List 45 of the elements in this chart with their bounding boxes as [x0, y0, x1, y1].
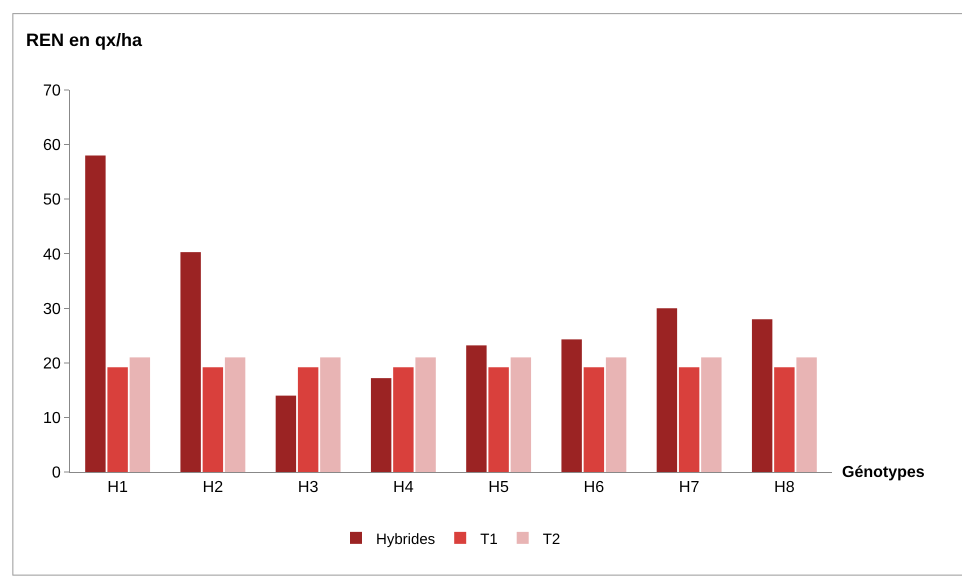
bar [202, 367, 224, 472]
y-tick-label: 30 [43, 300, 61, 318]
legend-label: T2 [542, 530, 560, 548]
bar [796, 357, 817, 472]
bar [224, 357, 246, 472]
bar [678, 367, 700, 472]
x-tick-label: H3 [298, 479, 318, 496]
bar [370, 378, 392, 472]
y-tick-label: 20 [43, 355, 61, 372]
bar [606, 357, 626, 472]
x-tick-label: H6 [584, 479, 604, 496]
bar [393, 367, 414, 472]
bar [85, 155, 106, 472]
x-tick-label: H7 [678, 479, 700, 496]
y-axis-title: REN en qx/ha [26, 30, 144, 50]
bar [320, 357, 341, 472]
bar [752, 319, 772, 472]
bar [584, 367, 604, 472]
y-tick-label: 10 [43, 410, 61, 428]
bar [107, 367, 128, 472]
x-tick-label: H1 [107, 479, 128, 496]
bar [180, 252, 201, 472]
bar [701, 357, 722, 472]
x-tick-label: H4 [393, 479, 414, 496]
bar [276, 396, 296, 472]
y-tick-label: 40 [43, 246, 61, 264]
bar [561, 339, 582, 472]
x-tick-label: H5 [488, 479, 509, 496]
y-tick-label: 0 [52, 464, 61, 482]
x-tick-label: H8 [774, 479, 795, 496]
bar [415, 357, 436, 472]
y-tick-label: 60 [43, 137, 61, 154]
y-tick-label: 50 [43, 192, 61, 209]
legend-label: Hybrides [376, 530, 436, 548]
y-tick-label: 70 [43, 82, 61, 100]
bar [488, 367, 509, 472]
x-tick-label: H2 [202, 479, 224, 496]
bar [130, 357, 150, 472]
bar [298, 367, 318, 472]
bar [510, 357, 532, 472]
x-axis-title: Génotypes [842, 464, 925, 481]
legend-label: T1 [480, 530, 498, 548]
bar [656, 308, 678, 472]
bar [466, 345, 487, 472]
bar [774, 367, 795, 472]
